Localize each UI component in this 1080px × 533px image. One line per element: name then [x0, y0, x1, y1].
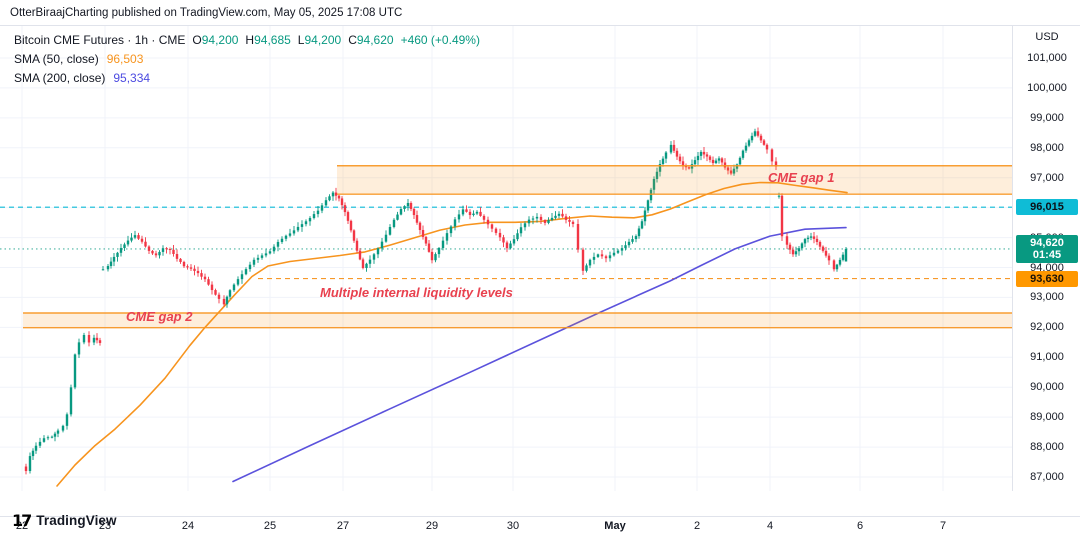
legend: Bitcoin CME Futures · 1h · CME O94,200 H94…	[14, 31, 480, 88]
low-label: L	[297, 33, 305, 47]
bar-countdown: 01:45	[1032, 248, 1062, 261]
time-tick-30: 30	[506, 520, 520, 532]
time-tick-22: 22	[15, 520, 29, 532]
price-tick: 97,000	[1030, 171, 1064, 184]
price-tick: 89,000	[1030, 411, 1064, 424]
currency-label: USD	[1035, 31, 1059, 43]
price-tick: 94,000	[1030, 261, 1064, 274]
sma50-label[interactable]: SMA (50, close)	[14, 52, 99, 66]
close-value: 94,620	[356, 33, 394, 47]
sma200-value: 95,334	[113, 71, 151, 85]
alert-level-badge: 96,015	[1016, 199, 1078, 216]
symbol-title[interactable]: Bitcoin CME Futures · 1h · CME	[14, 33, 186, 47]
price-tick: 91,000	[1030, 351, 1064, 364]
low-value: 94,200	[304, 33, 342, 47]
price-tick: 100,000	[1027, 81, 1067, 94]
legend-sma50-row[interactable]: SMA (50, close) 96,503	[14, 50, 480, 68]
price-tick: 99,000	[1030, 111, 1064, 124]
price-tick: 93,000	[1030, 291, 1064, 304]
legend-sma200-row[interactable]: SMA (200, close) 95,334	[14, 69, 480, 87]
last-price-badge: 94,620 01:45	[1016, 234, 1078, 263]
level-badge-orange: 93,630	[1016, 270, 1078, 287]
time-tick-25: 25	[263, 520, 277, 532]
price-tick: 87,000	[1030, 471, 1064, 483]
price-tick: 90,000	[1030, 381, 1064, 394]
chart-canvas[interactable]	[0, 26, 1012, 491]
time-tick-24: 24	[181, 520, 195, 532]
price-tick: 98,000	[1030, 141, 1064, 154]
tradingview-wordmark: TradingView	[36, 513, 117, 528]
price-axis[interactable]: USD 101,000 100,000 99,000 98,000 97,000 96,0…	[1012, 26, 1080, 491]
sma50-line	[56, 181, 848, 487]
candles	[24, 127, 848, 475]
annotation-liquidity-levels[interactable]: Multiple internal liquidity levels	[320, 285, 513, 300]
time-tick-May: May	[604, 520, 626, 532]
cme-gap-zones	[23, 165, 1012, 329]
chart-pane[interactable]: Bitcoin CME Futures · 1h · CME O94,200 H94…	[0, 26, 1012, 491]
open-value: 94,200	[201, 33, 239, 47]
change-value: +460 (+0.49%)	[400, 33, 480, 47]
high-value: 94,685	[254, 33, 291, 47]
time-tick-7: 7	[939, 520, 947, 532]
legend-symbol-row[interactable]: Bitcoin CME Futures · 1h · CME O94,200 H94…	[14, 31, 480, 49]
annotation-cme-gap-2[interactable]: CME gap 2	[126, 309, 193, 324]
time-tick-23: 23	[98, 520, 112, 532]
price-tick: 92,000	[1030, 321, 1064, 334]
price-tick: 101,000	[1027, 52, 1067, 64]
gridlines	[0, 26, 1012, 491]
time-tick-2: 2	[693, 520, 701, 532]
tradingview-logo[interactable]: 17 TradingView	[12, 508, 117, 533]
open-label: O	[192, 33, 202, 47]
price-levels	[0, 206, 1012, 280]
time-tick-6: 6	[856, 520, 864, 532]
close-label: C	[348, 33, 357, 47]
sma200-line	[232, 226, 847, 483]
attribution-text: OtterBiraajCharting published on Trading…	[10, 7, 403, 19]
price-tick: 88,000	[1030, 441, 1064, 454]
time-axis[interactable]: 22 23 24 25 27 29 30 May 2 4 6 7	[0, 516, 1080, 533]
time-tick-27: 27	[336, 520, 350, 532]
tradingview-logo-icon: 17	[12, 511, 32, 530]
annotation-cme-gap-1[interactable]: CME gap 1	[768, 170, 835, 185]
time-tick-29: 29	[425, 520, 439, 532]
last-price-value: 94,620	[1030, 236, 1064, 249]
time-tick-4: 4	[766, 520, 774, 532]
sma200-label[interactable]: SMA (200, close)	[14, 71, 106, 85]
high-label: H	[245, 33, 255, 47]
sma50-value: 96,503	[106, 52, 144, 66]
chart-widget: Bitcoin CME Futures · 1h · CME O94,200 H94…	[0, 25, 1080, 533]
